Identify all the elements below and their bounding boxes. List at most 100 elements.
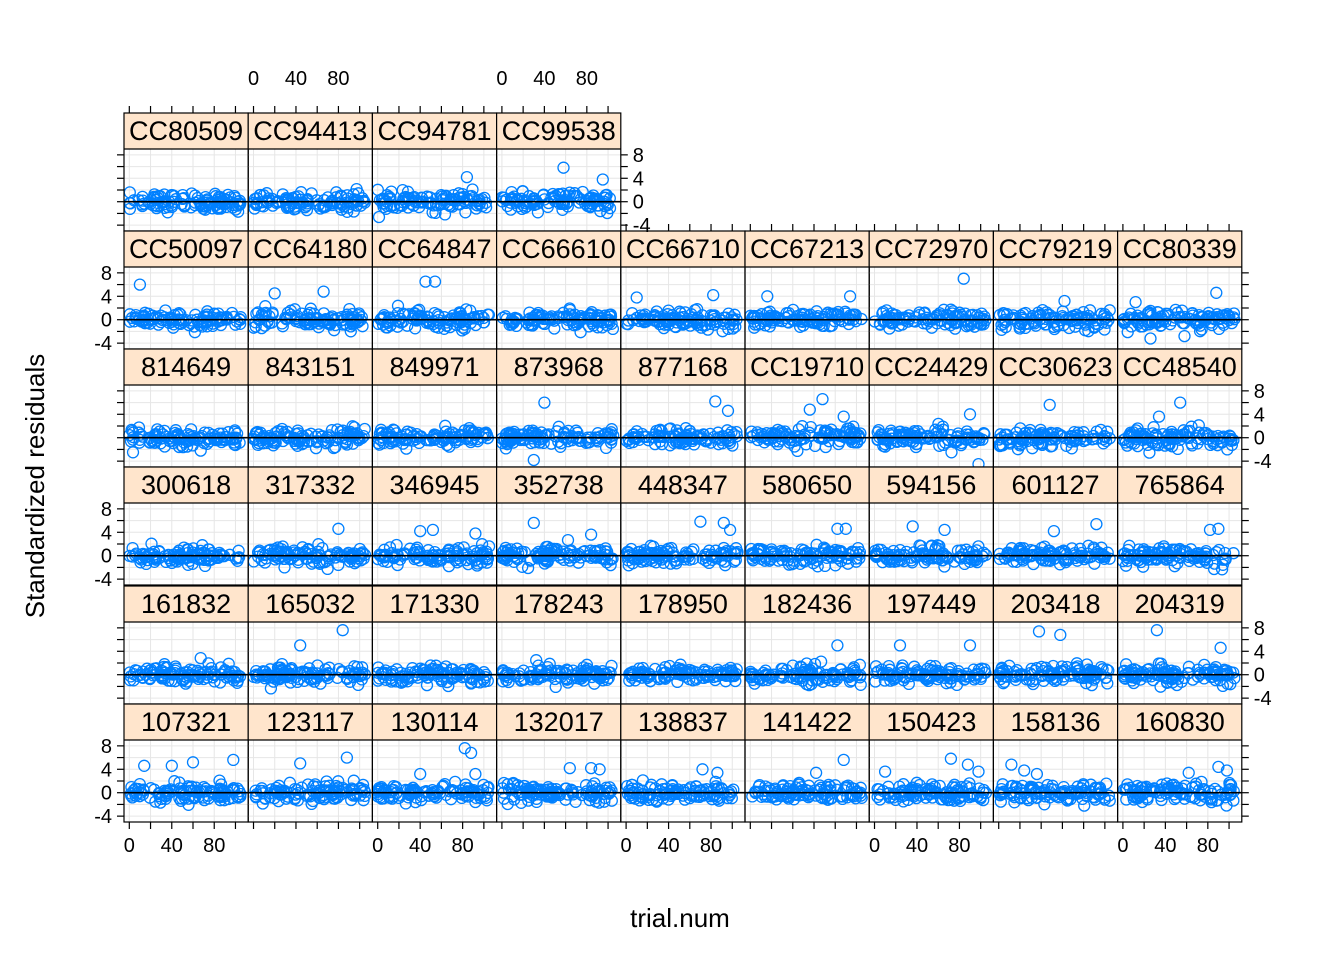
points-182436	[744, 639, 867, 692]
strip-label: CC99538	[502, 116, 616, 146]
strip-background	[124, 113, 249, 149]
panel-161832: 161832	[123, 585, 249, 705]
data-point	[574, 326, 587, 339]
panel-197449: 197449	[868, 585, 995, 705]
outlier-point	[1058, 294, 1071, 308]
data-point	[626, 307, 639, 320]
data-point	[381, 316, 394, 330]
strip-label: 814649	[141, 352, 231, 382]
points-161832	[123, 651, 247, 690]
strip-label: CC64180	[253, 234, 367, 264]
data-point	[136, 199, 149, 213]
data-point	[305, 187, 318, 200]
outlier-point	[557, 161, 570, 174]
strip-background	[124, 231, 249, 267]
data-point	[451, 315, 464, 329]
data-point	[220, 310, 233, 324]
points-CC94781	[371, 170, 493, 224]
data-point	[158, 311, 171, 324]
panel-CC67213: CC67213	[744, 230, 870, 350]
data-point	[621, 318, 635, 331]
data-point	[548, 314, 561, 327]
data-point	[165, 188, 178, 202]
data-point	[269, 427, 282, 440]
outlier-point	[1043, 398, 1056, 412]
data-point	[194, 444, 207, 457]
outlier-point	[843, 290, 857, 303]
data-point	[126, 424, 139, 438]
panel-814649: 814649	[123, 348, 249, 468]
outlier-point	[630, 291, 643, 304]
strip-label: 849971	[389, 352, 479, 382]
data-point	[234, 317, 247, 330]
data-point	[716, 314, 730, 328]
data-point	[163, 434, 176, 448]
data-point	[209, 433, 222, 447]
data-point	[637, 309, 650, 323]
data-point	[1215, 309, 1228, 322]
data-point	[427, 317, 440, 331]
data-point	[1144, 304, 1157, 318]
strip-background	[124, 349, 249, 385]
data-point	[752, 309, 765, 323]
outlier-point	[761, 290, 774, 303]
data-point	[174, 432, 188, 445]
strip-label: CC19710	[750, 352, 864, 382]
strip-label: 346945	[389, 470, 479, 500]
strip-label: 161832	[141, 589, 231, 619]
panel-594156: 594156	[868, 466, 995, 586]
points-317332	[247, 522, 372, 576]
points-CC67213	[744, 290, 868, 334]
outlier-point	[963, 639, 977, 652]
data-point	[765, 316, 778, 329]
panel-CC79219: CC79219	[992, 230, 1119, 350]
strip-background	[1117, 231, 1242, 267]
strip-background	[372, 231, 497, 267]
data-point	[823, 320, 836, 333]
panel-CC99538: CC99538	[496, 112, 622, 232]
strip-label: 594156	[886, 470, 976, 500]
points-849971	[372, 419, 495, 455]
data-point	[601, 206, 614, 220]
data-point	[556, 203, 569, 216]
data-point	[293, 193, 307, 206]
panel-CC30623: CC30623	[992, 348, 1119, 468]
data-point	[601, 198, 614, 212]
data-point	[276, 320, 289, 333]
outlier-point	[1178, 329, 1191, 343]
data-point	[708, 309, 721, 322]
data-point	[1168, 560, 1181, 573]
data-point	[1006, 311, 1020, 324]
data-point	[917, 317, 930, 330]
data-point	[677, 317, 691, 330]
data-point	[200, 320, 214, 333]
data-point	[1175, 311, 1188, 324]
points-165032	[247, 624, 371, 695]
data-point	[1027, 316, 1040, 329]
panel-765864: 765864	[1116, 466, 1243, 586]
data-point	[497, 191, 510, 204]
data-point	[126, 446, 140, 459]
strip-label: 300618	[141, 470, 231, 500]
data-point	[537, 188, 550, 201]
strip-label: 178243	[514, 589, 604, 619]
data-point	[473, 198, 486, 211]
strip-label: CC64847	[377, 234, 491, 264]
data-point	[1175, 304, 1189, 317]
data-point	[711, 314, 724, 328]
outlier-point	[527, 516, 540, 530]
outlier-point	[426, 523, 440, 537]
data-point	[186, 433, 200, 446]
outlier-point	[694, 515, 707, 528]
points-346945	[371, 523, 496, 573]
data-point	[424, 197, 438, 210]
data-point	[213, 427, 226, 440]
panels-group: CC80509 CC94413 CC94781 CC99538 CC50097 CC641…	[123, 112, 1243, 823]
data-point	[530, 194, 543, 207]
panel-171330: 171330	[371, 585, 498, 705]
data-point	[793, 320, 807, 333]
panel-317332: 317332	[247, 466, 373, 586]
strip-label: CC94413	[253, 116, 367, 146]
data-point	[1100, 316, 1113, 329]
data-point	[592, 309, 605, 322]
